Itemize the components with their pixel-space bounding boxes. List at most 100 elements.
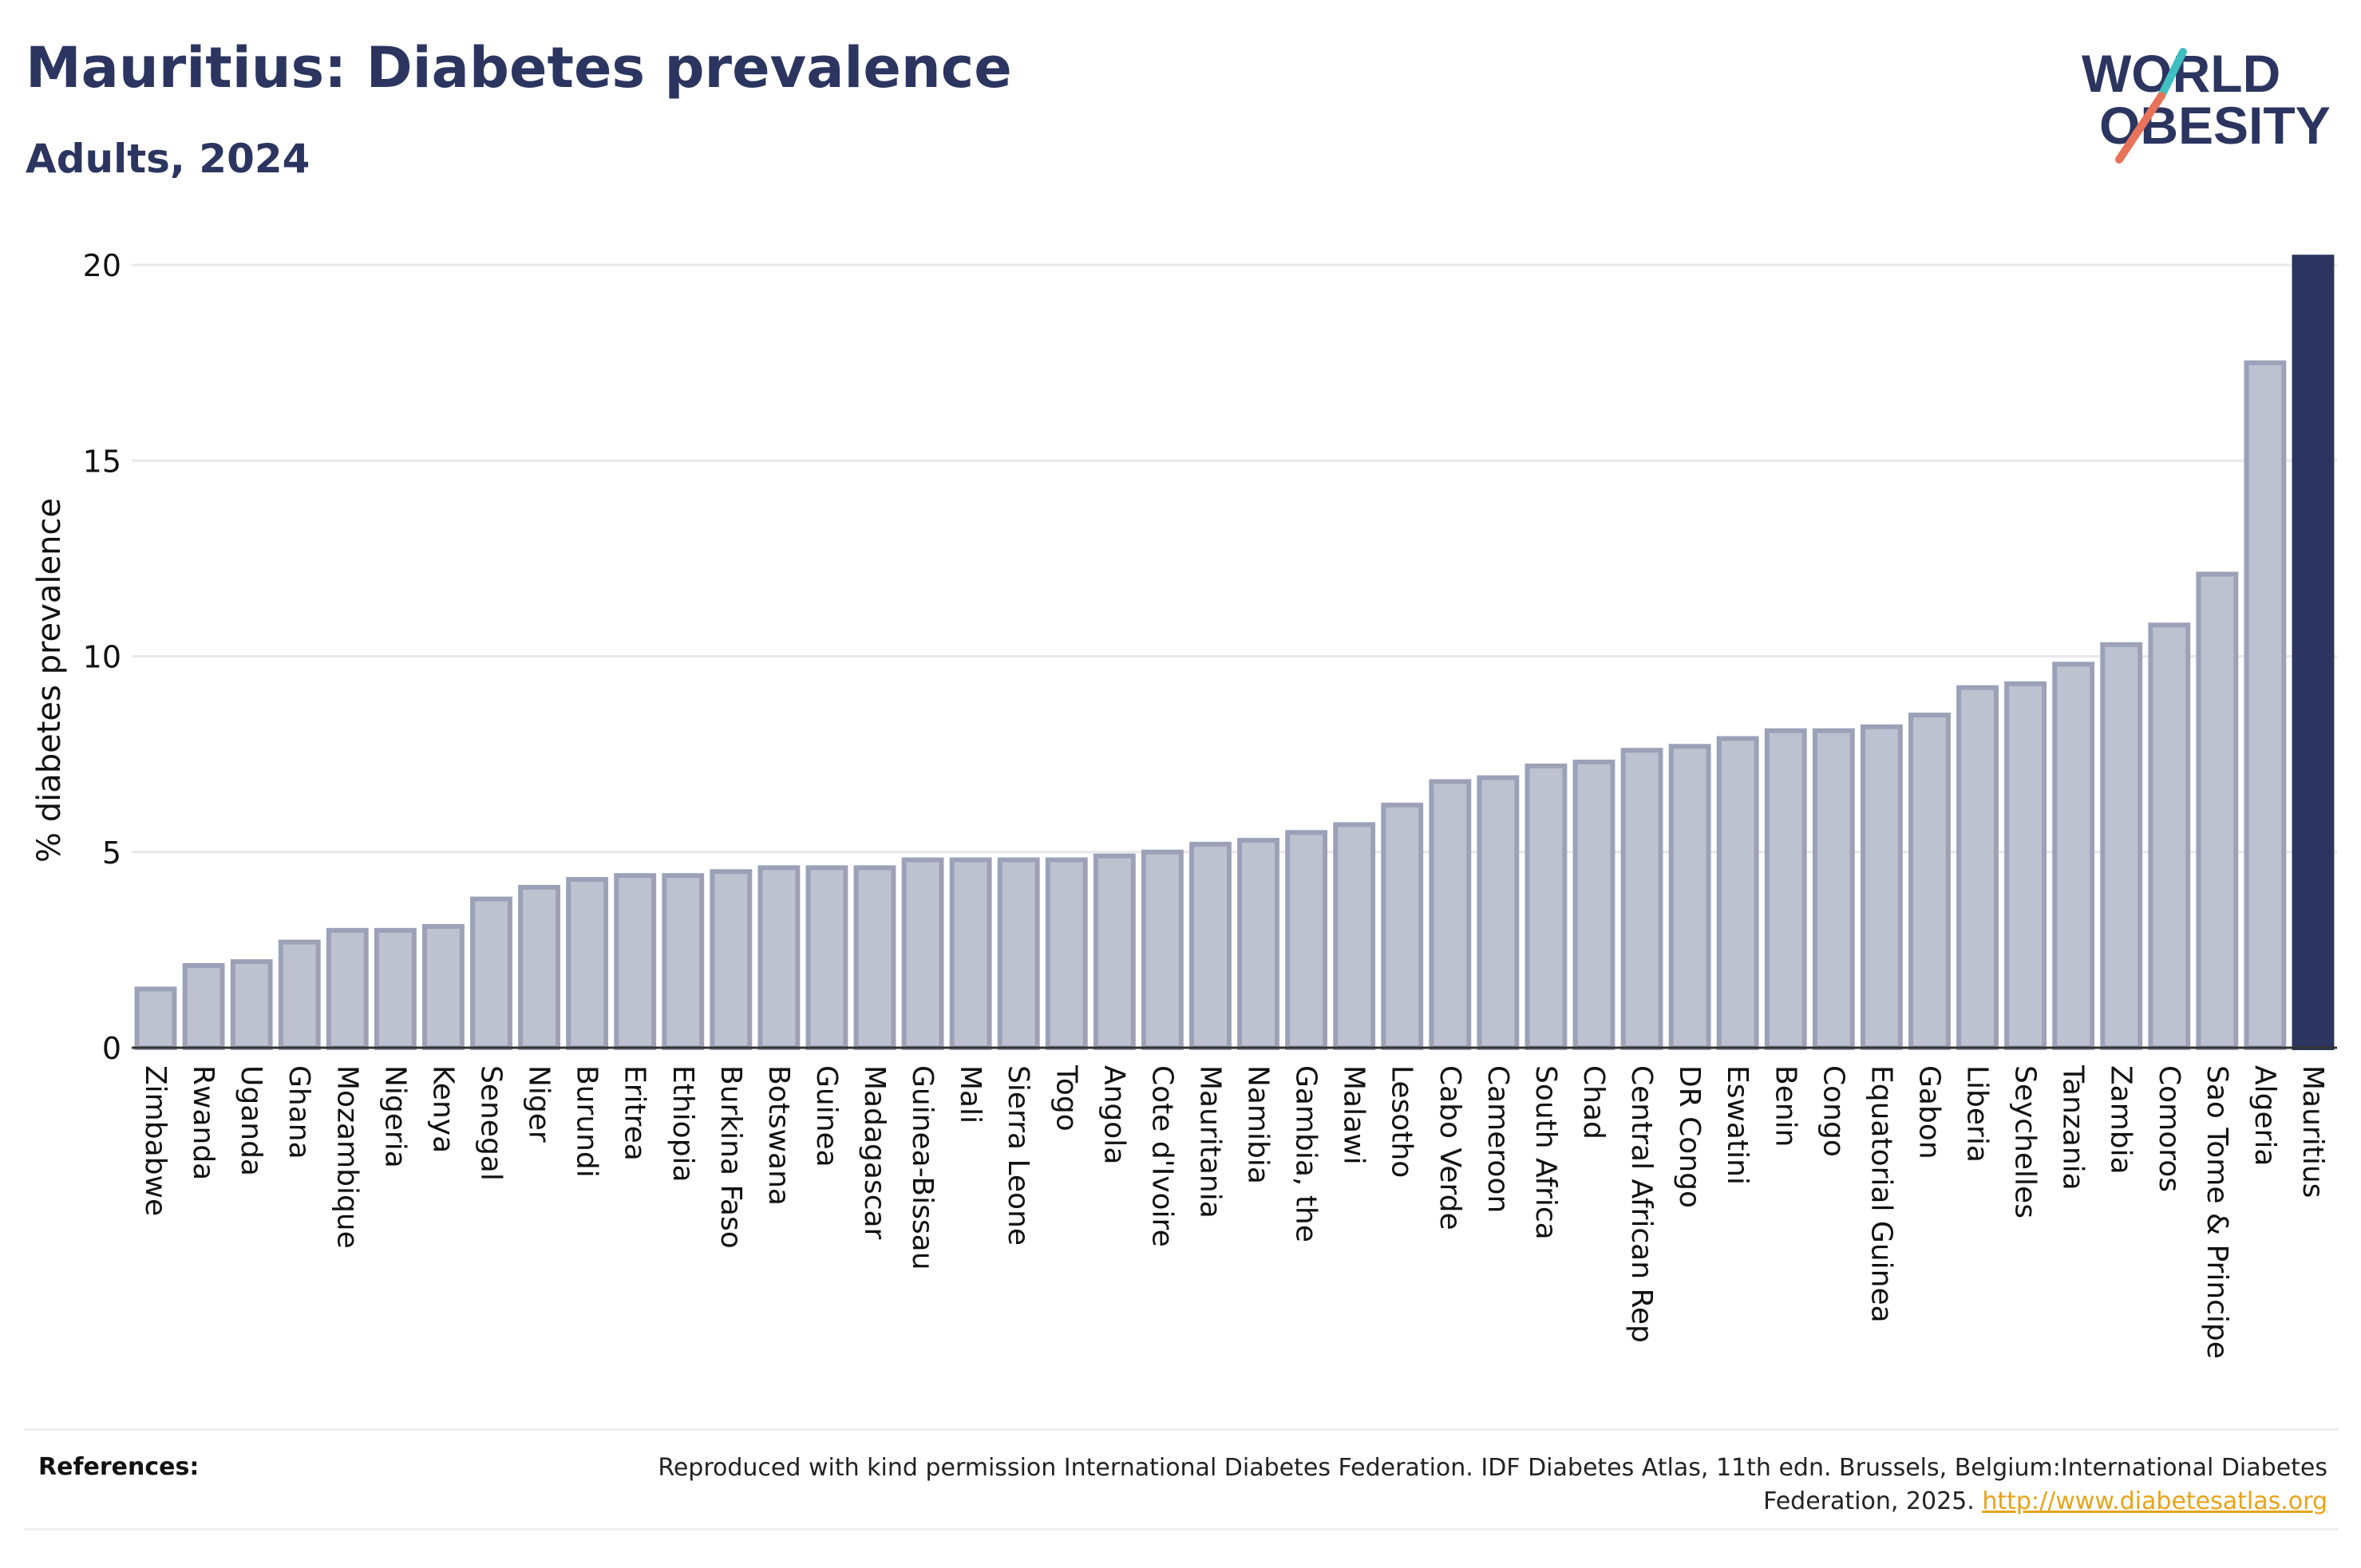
bar-angola xyxy=(1093,853,1136,1051)
bar-rwanda xyxy=(182,962,225,1050)
bar-eswatini xyxy=(1716,736,1759,1050)
logo-slash-coral xyxy=(2115,92,2165,164)
x-tick-label: Algeria xyxy=(2248,1065,2281,1167)
x-tick-label: Rwanda xyxy=(187,1065,219,1180)
bar-benin xyxy=(1764,728,1807,1050)
x-tick-label: Nigeria xyxy=(378,1065,411,1168)
x-tick-label: Guinea-Bissau xyxy=(906,1065,939,1270)
bar-uganda xyxy=(230,959,273,1050)
bar-gabon xyxy=(1908,713,1951,1050)
category-labels: Zimbabwe Rwanda Uganda Ghana Mozambique Niger… xyxy=(139,1064,2329,1359)
bar-tanzania xyxy=(2052,662,2095,1050)
bar-mauritius xyxy=(2292,255,2335,1050)
x-tick-label: Gabon xyxy=(1912,1065,1945,1159)
x-tick-label: Sao Tome & Principe xyxy=(2201,1065,2233,1359)
x-tick-label: Kenya xyxy=(426,1065,459,1153)
bar-dr-congo xyxy=(1668,744,1711,1050)
x-tick-label: Eritrea xyxy=(619,1065,651,1161)
x-tick-label: Burkina Faso xyxy=(714,1065,747,1249)
x-tick-label: Togo xyxy=(1050,1064,1082,1132)
bar-togo xyxy=(1045,857,1088,1051)
bar-kenya xyxy=(421,923,465,1050)
x-tick-label: Gambia, the xyxy=(1290,1065,1323,1242)
x-tick-label: South Africa xyxy=(1529,1065,1562,1240)
references-panel: References: Reproduced with kind permiss… xyxy=(24,1428,2339,1530)
x-tick-label: Seychelles xyxy=(2009,1065,2042,1218)
x-tick-label: Lesotho xyxy=(1386,1065,1418,1178)
bar-mauritania xyxy=(1189,841,1232,1050)
logo-slash-teal xyxy=(2157,48,2187,100)
bar-namibia xyxy=(1237,838,1279,1051)
x-tick-label: Niger xyxy=(523,1065,556,1143)
bar-comoros xyxy=(2148,622,2191,1050)
x-tick-label: Botswana xyxy=(762,1065,795,1206)
x-tick-label: Guinea xyxy=(810,1065,843,1167)
bar-liberia xyxy=(1956,685,1999,1050)
bar-sierra-leone xyxy=(997,857,1040,1051)
x-tick-label: Cabo Verde xyxy=(1434,1065,1466,1230)
y-tick-label: 10 xyxy=(83,640,121,675)
bar-niger xyxy=(518,884,560,1051)
bar-sao-tome-principe xyxy=(2196,571,2239,1050)
bar-malawi xyxy=(1333,822,1376,1051)
x-tick-label: Central African Rep xyxy=(1625,1065,1658,1343)
bar-senegal xyxy=(470,896,512,1050)
x-tick-label: Ethiopia xyxy=(666,1065,699,1183)
bar-ethiopia xyxy=(662,873,705,1051)
bar-mali xyxy=(949,857,992,1051)
x-tick-label: Zimbabwe xyxy=(139,1065,172,1216)
x-tick-label: Sierra Leone xyxy=(1002,1065,1034,1246)
bar-burundi xyxy=(566,877,609,1050)
bar-algeria xyxy=(2244,360,2287,1050)
x-tick-label: Tanzania xyxy=(2057,1064,2090,1191)
bar-lesotho xyxy=(1381,802,1424,1050)
bar-mozambique xyxy=(326,927,369,1050)
bar-cameroon xyxy=(1477,775,1520,1050)
bar-cabo-verde xyxy=(1429,779,1472,1051)
x-tick-label: Comoros xyxy=(2153,1065,2185,1192)
y-tick-label: 0 xyxy=(102,1031,121,1066)
bar-madagascar xyxy=(853,865,896,1050)
x-tick-label: Cote d'Ivoire xyxy=(1145,1065,1178,1247)
references-link[interactable]: http://www.diabetesatlas.org xyxy=(1982,1487,2327,1515)
x-tick-label: Chad xyxy=(1577,1065,1610,1139)
bar-south-africa xyxy=(1525,763,1568,1051)
bar-guinea-bissau xyxy=(901,857,944,1051)
x-tick-label: Liberia xyxy=(1961,1065,1994,1163)
y-axis-label: % diabetes prevalence xyxy=(31,498,68,863)
bar-equatorial-guinea xyxy=(1860,724,1903,1050)
x-tick-label: Namibia xyxy=(1242,1065,1275,1184)
x-tick-label: Equatorial Guinea xyxy=(1865,1065,1897,1323)
page-title: Mauritius: Diabetes prevalence xyxy=(26,35,1012,101)
bar-eritrea xyxy=(614,873,657,1051)
page-subtitle: Adults, 2024 xyxy=(26,136,310,182)
y-tick-label: 15 xyxy=(83,444,121,479)
bar-zimbabwe xyxy=(134,986,177,1051)
bar-zambia xyxy=(2100,642,2143,1050)
bar-guinea xyxy=(805,865,848,1050)
bar-cote-d-ivoire xyxy=(1141,849,1184,1050)
x-tick-label: Zambia xyxy=(2105,1065,2138,1175)
bar-chad xyxy=(1572,759,1616,1050)
references-text: Reproduced with kind permission Internat… xyxy=(571,1451,2327,1519)
x-tick-label: DR Congo xyxy=(1673,1065,1706,1208)
bar-seychelles xyxy=(2004,681,2047,1051)
bar-congo xyxy=(1812,728,1855,1050)
bar-nigeria xyxy=(374,927,417,1050)
y-tick-label: 20 xyxy=(83,248,121,283)
bars xyxy=(134,255,2335,1051)
bar-gambia-the xyxy=(1285,830,1328,1050)
x-tick-label: Mauritius xyxy=(2296,1065,2329,1198)
bar-burkina-faso xyxy=(710,869,753,1051)
y-axis-ticks: 0 5 10 15 20 xyxy=(83,248,121,1066)
x-tick-label: Benin xyxy=(1769,1065,1801,1147)
x-tick-label: Mozambique xyxy=(330,1065,363,1249)
x-tick-label: Mauritania xyxy=(1193,1065,1226,1218)
bar-central-african-rep xyxy=(1620,748,1663,1050)
world-obesity-logo: WORLD OBESITY xyxy=(2082,44,2331,164)
references-citation: Reproduced with kind permission Internat… xyxy=(658,1454,2327,1515)
x-tick-label: Cameroon xyxy=(1481,1065,1514,1213)
bar-botswana xyxy=(757,865,801,1050)
x-tick-label: Congo xyxy=(1817,1065,1849,1157)
x-tick-label: Uganda xyxy=(235,1065,267,1176)
